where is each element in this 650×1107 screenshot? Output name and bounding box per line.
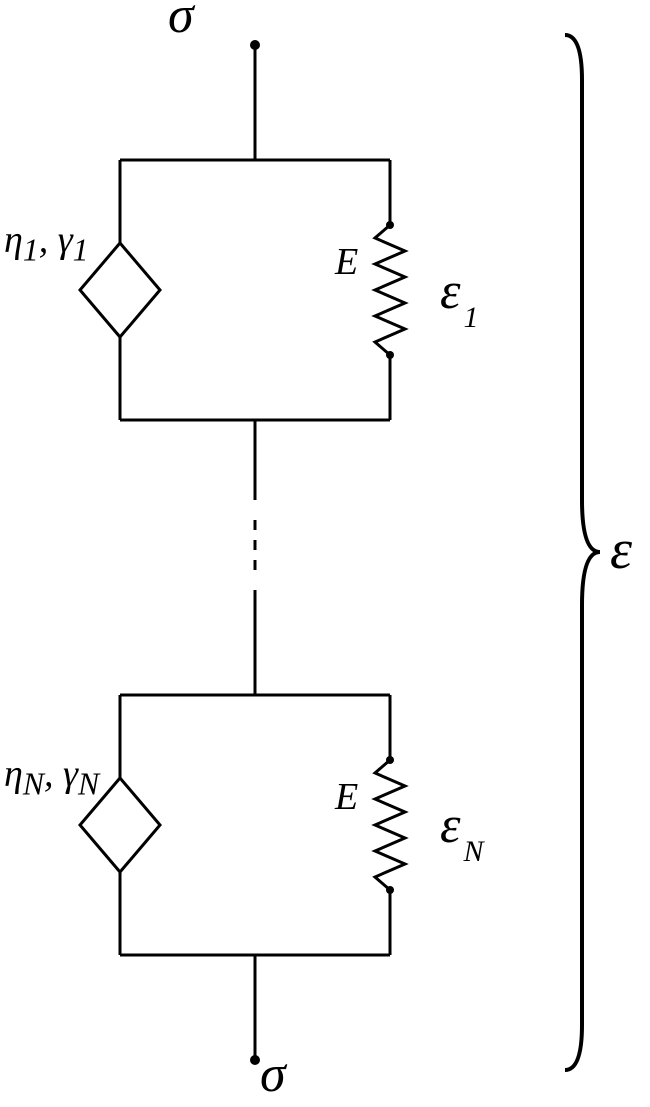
epsilon-n-label: εN — [440, 796, 481, 861]
brace — [565, 35, 600, 1070]
epsilon-1-label: ε1 — [440, 262, 476, 327]
node-bottom — [250, 1055, 260, 1065]
E-1-label: E — [335, 240, 358, 284]
spring-1 — [375, 225, 405, 355]
dashpot-1 — [80, 243, 160, 337]
eta-gamma-n-label: ηN, γN — [4, 752, 99, 803]
spring-n — [375, 760, 405, 890]
sigma-top-label: σ — [168, 0, 194, 45]
rheological-diagram — [0, 0, 650, 1107]
E-n-label: E — [335, 775, 358, 819]
eta-gamma-1-label: η1, γ1 — [4, 218, 89, 269]
epsilon-total-label: ε — [610, 518, 632, 582]
sigma-bottom-label: σ — [260, 1045, 286, 1104]
